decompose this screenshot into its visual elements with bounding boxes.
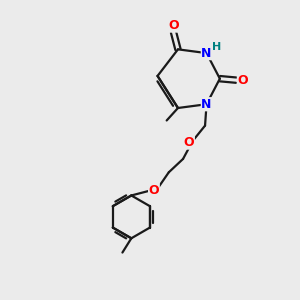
Text: N: N — [201, 46, 212, 60]
Text: O: O — [237, 74, 248, 87]
Text: O: O — [184, 136, 194, 149]
Text: O: O — [148, 184, 159, 196]
Text: H: H — [212, 42, 222, 52]
Text: N: N — [201, 98, 212, 111]
Text: O: O — [168, 19, 179, 32]
